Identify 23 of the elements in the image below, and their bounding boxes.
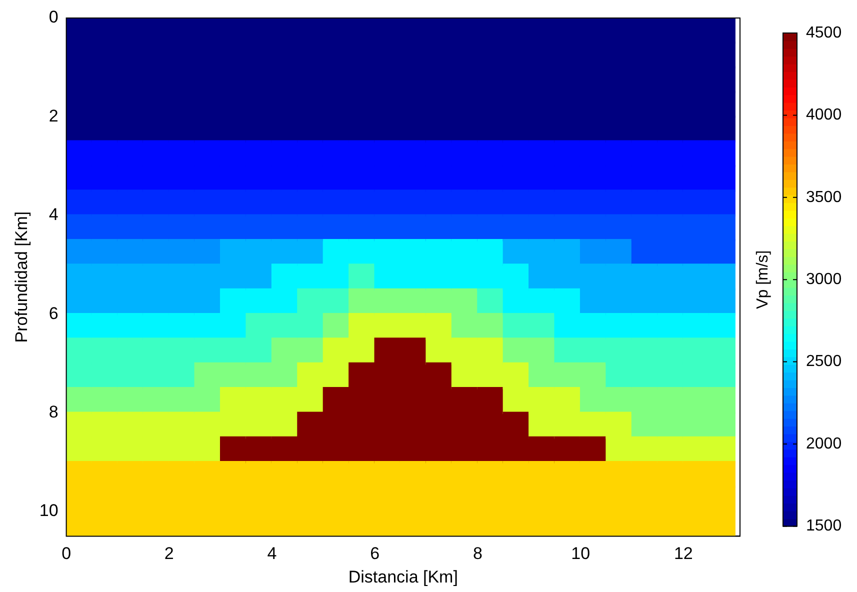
y-axis-title: Profundidad [Km] xyxy=(12,211,31,343)
color-bar-label: 4000 xyxy=(806,106,842,124)
x-tick-label: 4 xyxy=(267,544,277,564)
color-bar-label: 2000 xyxy=(806,435,842,452)
x-tick-label: 2 xyxy=(164,544,174,564)
color-bar-label: 3500 xyxy=(806,188,842,206)
x-tick-label: 6 xyxy=(370,544,380,564)
color-bar-label: 4500 xyxy=(806,24,842,42)
color-bar-label: 2500 xyxy=(806,353,842,370)
x-axis-title: Distancia [Km] xyxy=(348,567,458,586)
x-tick-label: 8 xyxy=(472,544,482,564)
y-tick-label: 2 xyxy=(48,106,58,126)
x-tick-label: 12 xyxy=(674,544,693,564)
color-bar-label: 1500 xyxy=(806,518,842,535)
y-tick-label: 10 xyxy=(39,501,58,520)
y-tick-label: 4 xyxy=(48,205,58,224)
x-tick-label: 0 xyxy=(62,544,72,564)
y-tick-label: 6 xyxy=(48,304,58,323)
y-tick-label: 8 xyxy=(48,402,58,422)
y-tick-label: 0 xyxy=(48,8,58,27)
color-bar-label: 3000 xyxy=(806,271,842,288)
x-tick-label: 10 xyxy=(571,544,590,564)
color-bar-title: Vp [m/s] xyxy=(754,250,772,309)
